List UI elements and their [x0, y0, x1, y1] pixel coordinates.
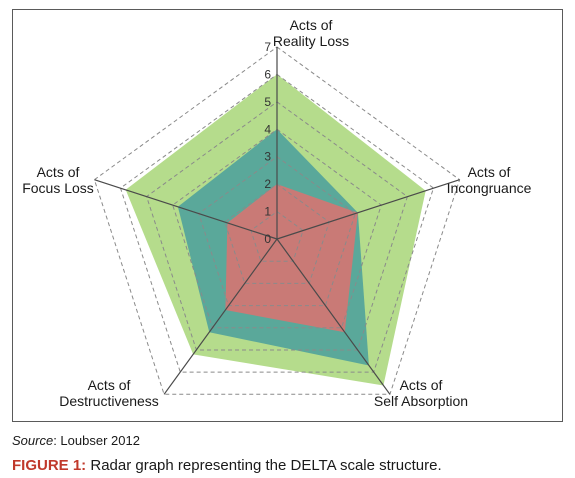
axis-label-1-line-2: Reality Loss — [273, 33, 349, 49]
axis-label-3-line-2: Self Absorption — [374, 393, 468, 409]
axis-label-4-line-1: Acts of — [88, 377, 131, 393]
grid-ring-6 — [119, 73, 435, 373]
axis-label-5-line-1: Acts of — [37, 164, 80, 180]
grid-ring-5 — [146, 101, 408, 351]
axis-label-5-line-2: Focus Loss — [22, 180, 94, 196]
grid-ring-4 — [172, 128, 382, 329]
grid-ring-1 — [250, 210, 304, 262]
grid-ring-3 — [198, 156, 356, 307]
axis-label-2-line-2: Incongruance — [447, 180, 532, 196]
axis-label-1-line-1: Acts of — [290, 17, 333, 33]
tick-label-0: 0 — [264, 232, 271, 246]
figure-frame: 0 1 2 3 4 5 6 7 Acts of Reality Loss Acts of Incong… — [12, 9, 563, 422]
axis-label-3-line-1: Acts of — [400, 377, 443, 393]
axis-spoke-5 — [94, 179, 278, 240]
figure-caption: FIGURE 1: Radar graph representing the D… — [12, 457, 442, 474]
tick-label-3: 3 — [264, 150, 271, 164]
axis-spoke-4 — [163, 238, 278, 395]
tick-label-4: 4 — [264, 122, 271, 136]
tick-label-6: 6 — [264, 67, 271, 81]
tick-label-2: 2 — [264, 177, 271, 191]
axis-label-2-line-1: Acts of — [468, 164, 511, 180]
tick-label-7: 7 — [264, 40, 271, 54]
source-note: Source: Loubser 2012 — [12, 433, 140, 448]
caption-key: FIGURE 1: — [12, 457, 87, 474]
tick-label-5: 5 — [264, 95, 271, 109]
axis-label-4-line-2: Destructiveness — [59, 393, 159, 409]
source-key: Source — [12, 433, 54, 448]
grid-ring-7 — [93, 46, 461, 395]
grid-ring-2 — [224, 183, 330, 284]
tick-label-1: 1 — [264, 205, 271, 219]
axis-spoke-2 — [276, 179, 460, 240]
caption-text: Radar graph representing the DELTA scale… — [86, 457, 442, 474]
source-text: : Loubser 2012 — [53, 433, 140, 448]
axis-spoke-3 — [276, 238, 391, 395]
